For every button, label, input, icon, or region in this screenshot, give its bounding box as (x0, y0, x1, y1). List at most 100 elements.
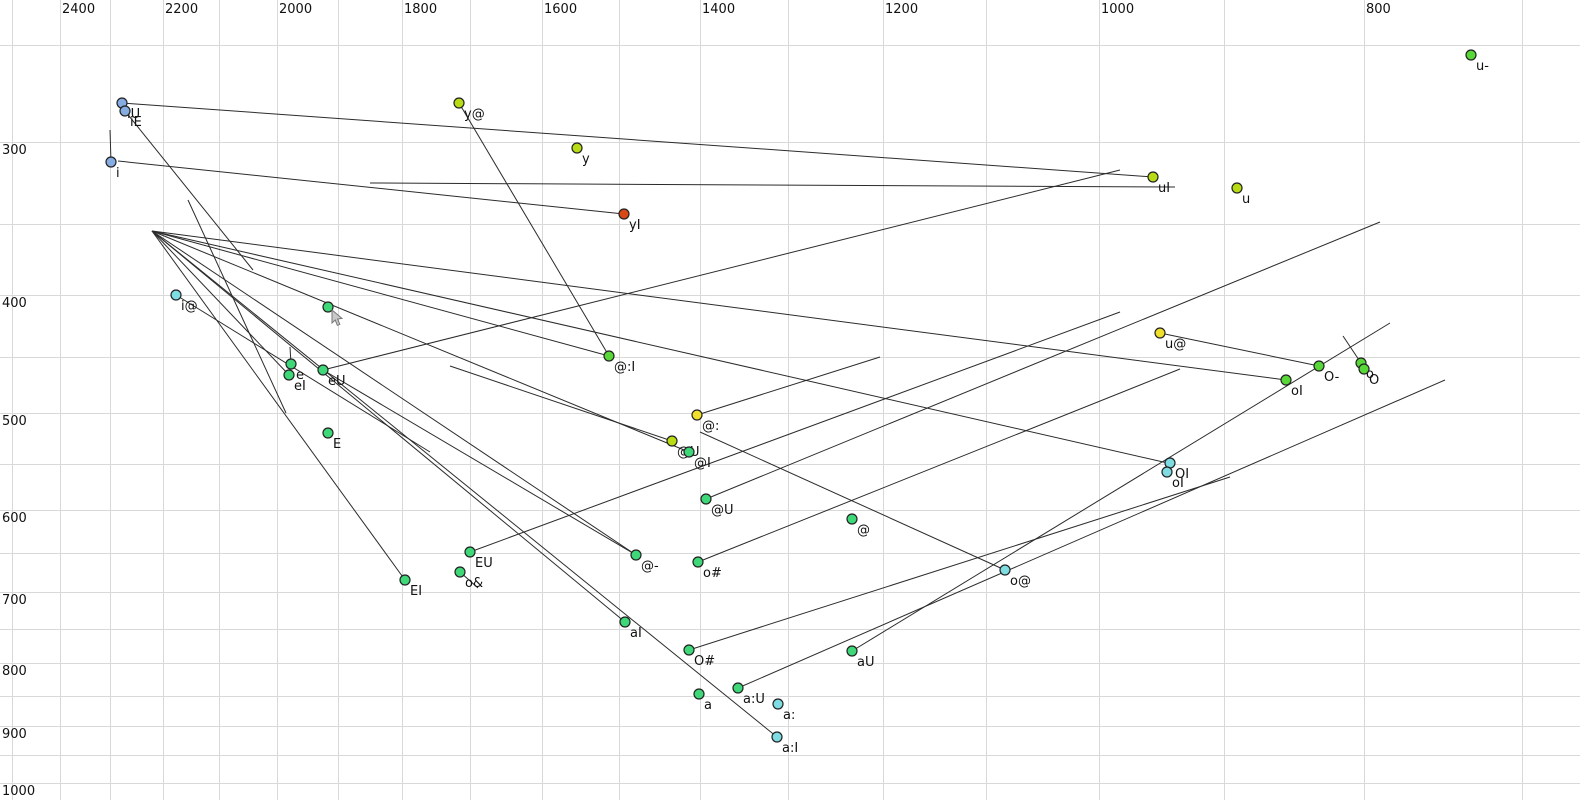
data-point[interactable] (464, 546, 476, 558)
y-axis-tick-label: 300 (2, 143, 27, 158)
trajectory-line (124, 110, 254, 271)
data-point[interactable] (1465, 49, 1477, 61)
data-point[interactable] (1154, 327, 1166, 339)
data-point-label: EI (410, 584, 422, 599)
data-point[interactable] (683, 446, 695, 458)
data-point[interactable] (453, 97, 465, 109)
data-point[interactable] (846, 513, 858, 525)
data-point-label: i@ (181, 299, 198, 314)
data-point-label: OI (1175, 467, 1189, 482)
data-point-label: u- (1476, 59, 1489, 74)
data-point[interactable] (1231, 182, 1243, 194)
trajectory-line (449, 365, 673, 442)
data-point[interactable] (283, 369, 295, 381)
x-axis-tick-label: 2000 (279, 2, 312, 17)
trajectory-line (322, 169, 1121, 371)
x-axis-tick-label: 2200 (165, 2, 198, 17)
data-point[interactable] (119, 105, 131, 117)
trajectory-line (187, 199, 287, 414)
data-point[interactable] (399, 574, 411, 586)
data-points: iUiEii@y@yyIuIuu-u@O-oOoIeeIeUE@:I@:@U@I… (105, 49, 1489, 756)
data-point-label: E (333, 437, 341, 452)
data-point[interactable] (619, 616, 631, 628)
data-point[interactable] (1313, 360, 1325, 372)
data-point[interactable] (1280, 374, 1292, 386)
trajectory-line (1159, 332, 1320, 367)
data-point-label: @: (702, 419, 719, 434)
trajectory-line (851, 322, 1391, 652)
y-axis-tick-label: 700 (2, 593, 27, 608)
data-point-label: O- (1324, 370, 1340, 385)
y-axis-ticks: 300 400 500 600 700 800 900 1000 (2, 143, 35, 799)
data-point-label: i (116, 166, 120, 181)
data-point[interactable] (618, 208, 630, 220)
trajectory-line (699, 431, 1006, 571)
data-point-label: EU (475, 556, 493, 571)
y-axis-tick-label: 400 (2, 296, 27, 311)
data-point-label: e (296, 368, 304, 383)
trajectory-line (151, 230, 690, 453)
data-point[interactable] (105, 156, 117, 168)
trajectory-line (322, 369, 637, 556)
data-point[interactable] (454, 566, 466, 578)
data-point[interactable] (732, 682, 744, 694)
data-point-label: a:U (743, 692, 765, 707)
data-point-label: oI (1172, 476, 1184, 491)
trajectory-line (151, 230, 406, 581)
x-axis-ticks: 2400 2200 2000 1800 1600 1400 1200 1000 800 (62, 2, 1391, 17)
data-point[interactable] (285, 358, 297, 370)
data-point[interactable] (691, 409, 703, 421)
mouse-cursor-icon (331, 308, 344, 327)
data-point-label: aU (857, 655, 874, 670)
y-axis-tick-label: 1000 (2, 784, 35, 799)
data-point-label: y@ (464, 107, 485, 122)
y-axis-tick-label: 600 (2, 511, 27, 526)
data-point-label: O (1369, 373, 1379, 388)
data-point[interactable] (571, 142, 583, 154)
data-point[interactable] (170, 289, 182, 301)
data-point[interactable] (1147, 171, 1159, 183)
trajectory-line (117, 160, 625, 215)
y-axis-tick-label: 500 (2, 414, 27, 429)
data-point[interactable] (1161, 466, 1173, 478)
data-point[interactable] (683, 644, 695, 656)
trajectory-line (688, 476, 1231, 651)
data-point-label: u@ (1165, 337, 1186, 352)
x-axis-tick-label: 2400 (62, 2, 95, 17)
data-point[interactable] (772, 698, 784, 710)
x-axis-tick-label: 1400 (702, 2, 735, 17)
trajectory-line (151, 230, 610, 357)
x-axis-tick-label: 1800 (404, 2, 437, 17)
trajectory-line (469, 311, 1121, 553)
data-point-label: u (1242, 192, 1250, 207)
data-point-label: o (1366, 367, 1374, 382)
trajectory-line (705, 221, 1381, 500)
data-point[interactable] (999, 564, 1011, 576)
data-point[interactable] (846, 645, 858, 657)
trajectory-line (369, 182, 1176, 188)
data-point[interactable] (700, 493, 712, 505)
trajectory-line (151, 230, 290, 376)
data-point[interactable] (630, 549, 642, 561)
data-point-label: a:I (782, 741, 798, 756)
data-point[interactable] (317, 364, 329, 376)
data-point[interactable] (1358, 363, 1370, 375)
data-point[interactable] (322, 427, 334, 439)
data-point-label: @U (711, 503, 734, 518)
data-point[interactable] (603, 350, 615, 362)
data-point-label: o& (465, 576, 483, 591)
trajectory-line (458, 102, 610, 357)
data-point[interactable] (322, 301, 334, 313)
trajectory-line (696, 356, 881, 416)
y-axis-tick-label: 900 (2, 727, 27, 742)
data-point[interactable] (666, 435, 678, 447)
data-point-label: iE (130, 115, 142, 130)
data-point-label: @- (641, 559, 659, 574)
data-point[interactable] (692, 556, 704, 568)
data-point-label: @:I (614, 360, 635, 375)
data-point[interactable] (693, 688, 705, 700)
data-point[interactable] (771, 731, 783, 743)
